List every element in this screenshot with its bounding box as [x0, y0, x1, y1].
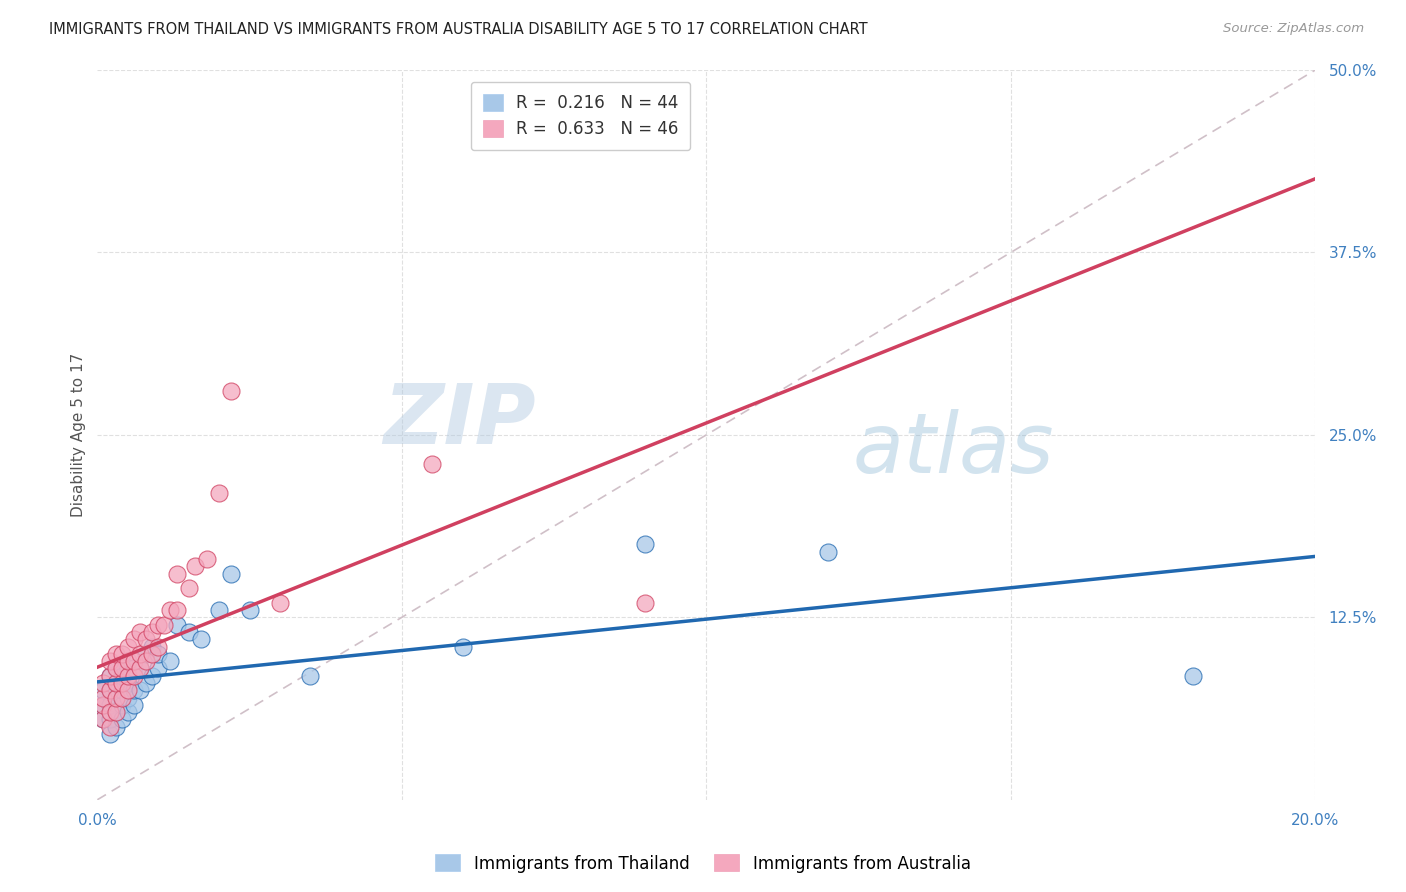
- Point: [1182, 669, 1205, 683]
- Point: [117, 690, 139, 705]
- Point: [117, 705, 139, 719]
- Point: [122, 683, 145, 698]
- Point: [221, 384, 243, 398]
- Point: [93, 698, 115, 712]
- Point: [166, 566, 188, 581]
- Point: [98, 698, 121, 712]
- Point: [104, 690, 127, 705]
- Point: [208, 603, 231, 617]
- Point: [117, 669, 139, 683]
- Point: [299, 669, 322, 683]
- Text: Source: ZipAtlas.com: Source: ZipAtlas.com: [1223, 22, 1364, 36]
- Point: [111, 683, 134, 698]
- Point: [141, 647, 163, 661]
- Point: [104, 661, 127, 675]
- Point: [129, 683, 152, 698]
- Point: [111, 676, 134, 690]
- Point: [159, 654, 181, 668]
- Point: [634, 596, 657, 610]
- Point: [104, 647, 127, 661]
- Point: [122, 654, 145, 668]
- Legend: Immigrants from Thailand, Immigrants from Australia: Immigrants from Thailand, Immigrants fro…: [429, 847, 977, 880]
- Point: [117, 640, 139, 654]
- Point: [159, 603, 181, 617]
- Point: [148, 640, 170, 654]
- Point: [239, 603, 262, 617]
- Point: [104, 661, 127, 675]
- Point: [104, 720, 127, 734]
- Text: atlas: atlas: [852, 409, 1054, 490]
- Point: [148, 617, 170, 632]
- Point: [141, 669, 163, 683]
- Point: [104, 676, 127, 690]
- Point: [104, 676, 127, 690]
- Point: [98, 720, 121, 734]
- Point: [153, 617, 176, 632]
- Point: [93, 713, 115, 727]
- Point: [104, 705, 127, 719]
- Point: [135, 647, 157, 661]
- Point: [135, 654, 157, 668]
- Point: [148, 661, 170, 675]
- Point: [129, 661, 152, 675]
- Point: [93, 676, 115, 690]
- Point: [135, 676, 157, 690]
- Point: [129, 661, 152, 675]
- Point: [93, 698, 115, 712]
- Point: [135, 632, 157, 647]
- Point: [111, 647, 134, 661]
- Point: [208, 486, 231, 500]
- Y-axis label: Disability Age 5 to 17: Disability Age 5 to 17: [72, 352, 86, 517]
- Point: [177, 581, 200, 595]
- Point: [117, 661, 139, 675]
- Point: [221, 566, 243, 581]
- Point: [98, 727, 121, 741]
- Point: [98, 683, 121, 698]
- Point: [98, 705, 121, 719]
- Point: [420, 457, 443, 471]
- Point: [141, 624, 163, 639]
- Point: [111, 669, 134, 683]
- Point: [129, 624, 152, 639]
- Point: [111, 698, 134, 712]
- Point: [141, 640, 163, 654]
- Point: [93, 713, 115, 727]
- Point: [98, 683, 121, 698]
- Point: [104, 705, 127, 719]
- Point: [190, 632, 212, 647]
- Point: [122, 661, 145, 675]
- Point: [195, 552, 218, 566]
- Point: [111, 661, 134, 675]
- Point: [122, 669, 145, 683]
- Point: [93, 683, 115, 698]
- Point: [817, 544, 839, 558]
- Point: [93, 690, 115, 705]
- Point: [98, 654, 121, 668]
- Point: [148, 647, 170, 661]
- Point: [166, 603, 188, 617]
- Point: [111, 690, 134, 705]
- Point: [269, 596, 291, 610]
- Point: [634, 537, 657, 551]
- Point: [184, 559, 207, 574]
- Point: [166, 617, 188, 632]
- Point: [117, 683, 139, 698]
- Point: [122, 632, 145, 647]
- Point: [451, 640, 474, 654]
- Point: [117, 654, 139, 668]
- Point: [98, 713, 121, 727]
- Legend: R =  0.216   N = 44, R =  0.633   N = 46: R = 0.216 N = 44, R = 0.633 N = 46: [471, 82, 690, 150]
- Point: [98, 669, 121, 683]
- Text: IMMIGRANTS FROM THAILAND VS IMMIGRANTS FROM AUSTRALIA DISABILITY AGE 5 TO 17 COR: IMMIGRANTS FROM THAILAND VS IMMIGRANTS F…: [49, 22, 868, 37]
- Point: [104, 690, 127, 705]
- Point: [98, 669, 121, 683]
- Point: [117, 676, 139, 690]
- Point: [177, 624, 200, 639]
- Point: [122, 698, 145, 712]
- Text: ZIP: ZIP: [384, 380, 536, 461]
- Point: [129, 647, 152, 661]
- Point: [111, 713, 134, 727]
